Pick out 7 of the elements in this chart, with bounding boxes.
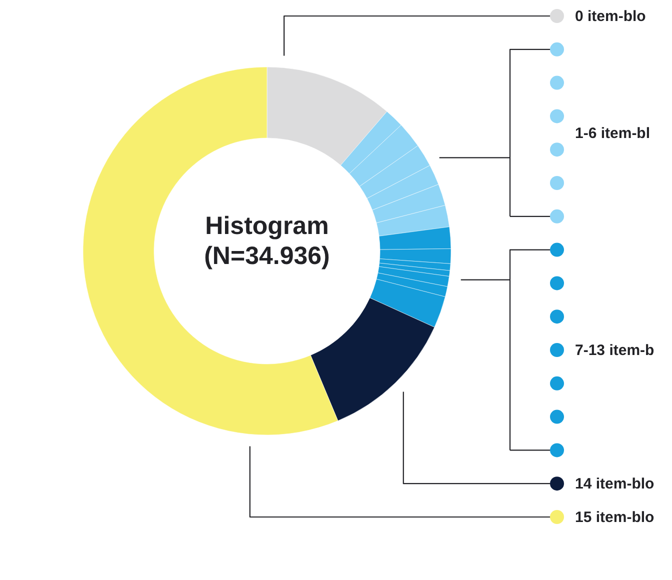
- text: 1-6 item-bl: [575, 124, 650, 142]
- text: 7-13 item-b: [575, 342, 654, 358]
- legend-label: 15 item-blo: [575, 508, 654, 526]
- text: (N=34.936): [204, 242, 330, 270]
- legend-label: 14 item-blo: [575, 475, 654, 492]
- text: Histogram: [205, 212, 329, 240]
- legend-label: 0 item-blo: [575, 8, 646, 24]
